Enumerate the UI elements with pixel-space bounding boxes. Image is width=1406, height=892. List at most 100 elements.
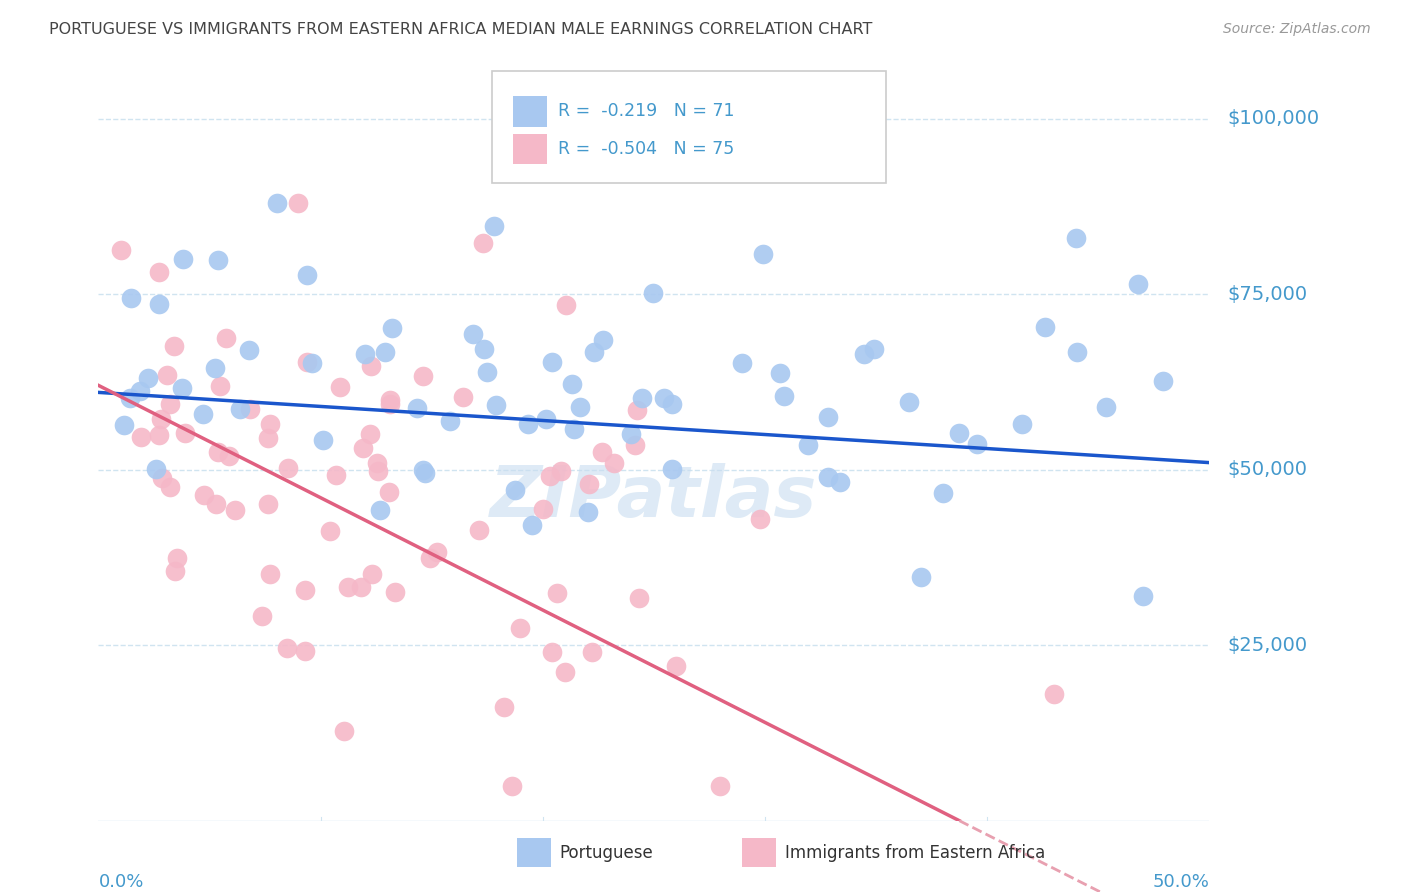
Point <box>1064 231 1087 245</box>
Point <box>301 356 323 370</box>
Point <box>863 342 886 356</box>
Point <box>277 460 299 475</box>
Point <box>546 586 568 600</box>
Point <box>1042 687 1064 701</box>
Point <box>191 407 214 421</box>
Point <box>509 621 531 635</box>
Point <box>643 286 665 301</box>
Point <box>561 376 583 391</box>
Point <box>709 779 731 793</box>
Text: 0.0%: 0.0% <box>98 873 143 891</box>
Point <box>193 488 215 502</box>
Point <box>484 219 506 233</box>
Point <box>494 699 516 714</box>
Point <box>550 464 572 478</box>
Text: $25,000: $25,000 <box>1227 636 1308 655</box>
Point <box>250 609 273 624</box>
Point <box>148 296 170 310</box>
Point <box>413 466 436 480</box>
Point <box>1132 589 1154 603</box>
Point <box>368 503 391 517</box>
Point <box>503 483 526 497</box>
Point <box>1066 345 1088 359</box>
Point <box>332 723 354 738</box>
Point <box>218 449 240 463</box>
Point <box>576 505 599 519</box>
Point <box>150 471 173 485</box>
Point <box>384 585 406 599</box>
Point <box>294 644 316 658</box>
Point <box>966 437 988 451</box>
Point <box>562 422 585 436</box>
Point <box>352 441 374 455</box>
Point <box>156 368 179 382</box>
Text: $100,000: $100,000 <box>1227 109 1319 128</box>
Point <box>517 417 540 432</box>
Point <box>159 479 181 493</box>
Point <box>419 551 441 566</box>
Point <box>207 445 229 459</box>
Point <box>174 425 197 440</box>
Point <box>360 567 382 582</box>
Point <box>1011 417 1033 431</box>
Point <box>266 195 288 210</box>
Point <box>374 345 396 359</box>
Point <box>163 564 186 578</box>
Point <box>172 252 194 266</box>
Point <box>215 331 238 345</box>
Point <box>830 475 852 489</box>
Point <box>531 502 554 516</box>
Point <box>229 401 252 416</box>
Point <box>817 410 839 425</box>
Point <box>170 381 193 395</box>
Point <box>1126 277 1149 291</box>
Point <box>205 497 228 511</box>
Point <box>412 368 434 383</box>
Point <box>360 359 382 373</box>
Text: ZIPatlas: ZIPatlas <box>491 463 817 533</box>
Point <box>817 469 839 483</box>
Point <box>148 427 170 442</box>
Point <box>366 456 388 470</box>
Point <box>910 570 932 584</box>
Point <box>110 243 132 257</box>
Point <box>209 378 232 392</box>
Point <box>661 461 683 475</box>
Point <box>520 517 543 532</box>
Point <box>554 297 576 311</box>
Point <box>359 426 381 441</box>
Point <box>797 438 820 452</box>
Text: Immigrants from Eastern Africa: Immigrants from Eastern Africa <box>785 844 1045 862</box>
Point <box>378 393 401 408</box>
Text: $50,000: $50,000 <box>1227 460 1308 479</box>
Point <box>412 463 434 477</box>
Point <box>112 417 135 432</box>
Point <box>948 425 970 440</box>
Point <box>256 497 278 511</box>
Point <box>540 645 562 659</box>
Point <box>166 550 188 565</box>
Point <box>350 580 373 594</box>
Point <box>145 461 167 475</box>
Point <box>772 389 794 403</box>
Text: 50.0%: 50.0% <box>1153 873 1209 891</box>
Point <box>224 503 246 517</box>
Point <box>620 427 643 442</box>
Point <box>591 444 613 458</box>
Point <box>1033 320 1056 334</box>
Point <box>769 367 792 381</box>
Point <box>129 429 152 443</box>
Point <box>581 645 603 659</box>
Point <box>472 343 495 357</box>
Point <box>485 398 508 412</box>
Point <box>468 523 491 537</box>
Point <box>631 391 654 405</box>
Point <box>628 591 651 605</box>
Point <box>731 355 754 369</box>
Point <box>378 397 401 411</box>
Point <box>207 252 229 267</box>
Point <box>652 391 675 405</box>
Point <box>163 339 186 353</box>
Point <box>295 355 318 369</box>
Point <box>626 403 648 417</box>
